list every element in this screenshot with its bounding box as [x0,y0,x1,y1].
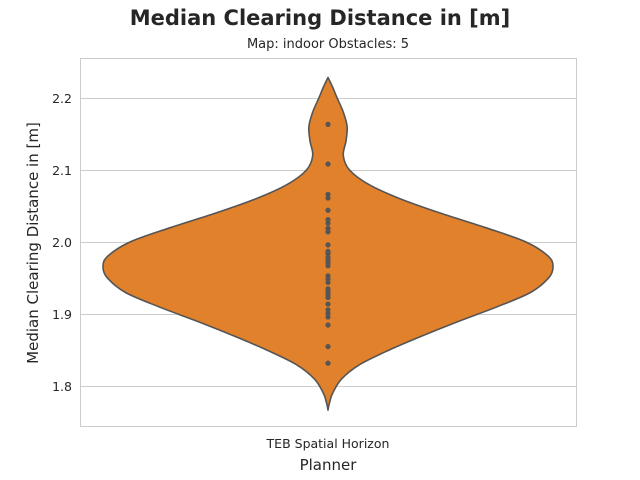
data-point [325,250,331,257]
data-point [325,195,331,201]
data-point [325,207,331,213]
data-point [325,294,331,301]
data-point [325,263,331,269]
data-point [325,314,331,320]
x-tick-label: TEB Spatial Horizon [266,436,390,451]
data-point [325,217,331,223]
data-point [325,276,331,282]
y-axis-label: Median Clearing Distance in [m] [24,122,42,364]
data-point [325,310,331,317]
data-points [325,121,331,366]
data-point [325,161,331,167]
y-tick-label: 2.2 [52,91,72,106]
data-point [325,191,331,197]
y-tick-label: 1.8 [52,379,72,394]
y-tick-label: 2.0 [52,235,72,250]
data-point [325,301,331,307]
y-tick-label: 1.9 [52,307,72,322]
data-point [325,360,331,366]
data-point [325,229,331,235]
y-tick-label: 2.1 [52,163,72,178]
data-point [325,225,331,231]
y-tick-labels: 1.8 1.9 2.0 2.1 2.2 [52,91,72,394]
data-point [325,307,331,313]
x-axis-label: Planner [300,456,358,474]
data-point [325,322,331,328]
data-point [325,121,331,127]
data-point [325,242,331,248]
data-point [325,279,331,286]
chart-subtitle: Map: indoor Obstacles: 5 [246,37,410,52]
data-point [325,344,331,350]
chart-title: Median Clearing Distance in [m] [129,6,511,30]
data-point [325,220,331,226]
plot-area-frame [80,58,577,427]
x-tick-labels: TEB Spatial Horizon [266,436,390,451]
